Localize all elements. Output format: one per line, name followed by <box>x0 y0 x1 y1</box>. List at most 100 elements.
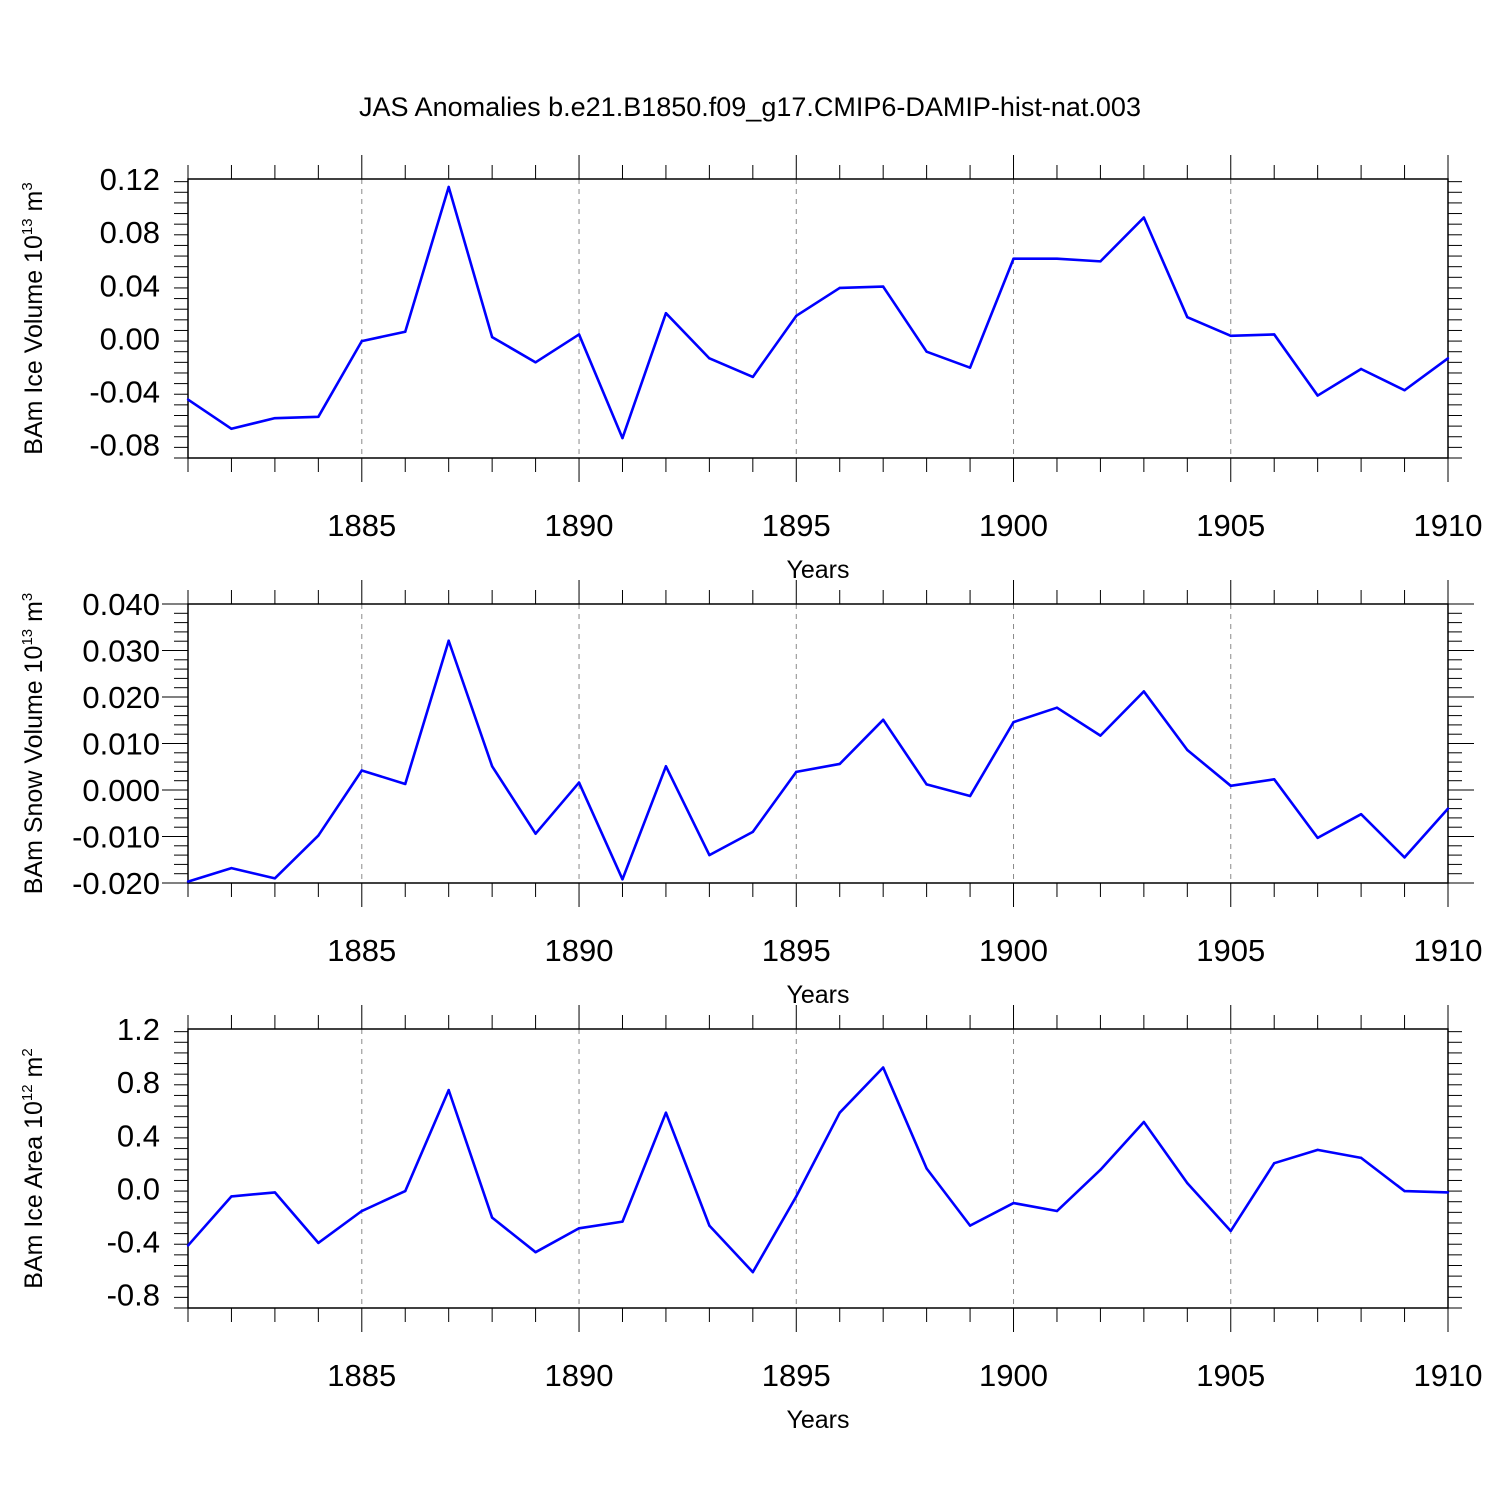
plot-frame <box>187 1028 1449 1309</box>
data-point-1883 <box>273 877 277 880</box>
x-tick-label: 1900 <box>979 1358 1048 1393</box>
data-point-1882 <box>230 427 233 430</box>
x-tick-label: 1905 <box>1196 933 1265 968</box>
x-tick-label: 1900 <box>979 508 1048 543</box>
data-point-1904 <box>1186 748 1189 752</box>
y-tick-label: 0.0 <box>117 1171 160 1206</box>
chart-panel-3: -0.8 -0.4 0.0 0.4 0.8 1.2 1885 1890 1895 1900 1905… <box>19 1005 1482 1434</box>
data-point-1903 <box>1142 690 1146 693</box>
y-tick-label: 0.8 <box>117 1065 160 1100</box>
data-point-1883 <box>273 1191 277 1194</box>
data-point-1906 <box>1273 1161 1276 1165</box>
data-point-1903 <box>1142 1120 1146 1124</box>
data-point-1886 <box>404 1189 407 1193</box>
data-point-1883 <box>273 416 277 420</box>
x-tick-label: 1910 <box>1414 933 1483 968</box>
data-point-1902 <box>1099 734 1102 737</box>
plot-frame <box>187 178 1449 459</box>
data-point-1901 <box>1055 257 1059 260</box>
data-point-1890 <box>577 333 581 336</box>
data-point-1892 <box>664 1111 668 1114</box>
data-point-1898 <box>925 783 928 786</box>
x-axis-label: Years <box>786 556 849 584</box>
data-point-1896 <box>838 286 841 290</box>
x-tick-label: 1905 <box>1196 508 1265 543</box>
y-tick-label: 0.020 <box>82 680 160 715</box>
data-point-1885 <box>360 769 363 772</box>
data-point-1896 <box>838 762 841 766</box>
data-point-1909 <box>1403 1189 1406 1193</box>
y-tick-label: 0.00 <box>100 321 160 356</box>
data-point-1891 <box>621 1220 624 1223</box>
data-point-1900 <box>1012 720 1015 724</box>
y-tick-label: -0.020 <box>72 866 160 901</box>
data-point-1907 <box>1316 1148 1319 1152</box>
data-point-1903 <box>1142 216 1146 219</box>
series-line <box>187 1066 1449 1274</box>
x-tick-label: 1885 <box>327 1358 396 1393</box>
data-point-1904 <box>1186 1181 1189 1185</box>
data-point-1889 <box>534 1251 537 1254</box>
data-point-1892 <box>664 765 668 768</box>
data-point-1882 <box>230 1195 233 1198</box>
x-tick-label: 1910 <box>1414 508 1483 543</box>
y-tick-label: 0.04 <box>100 268 160 303</box>
data-point-1899 <box>968 366 972 369</box>
data-point-1910 <box>1446 807 1450 810</box>
data-point-1893 <box>708 357 711 360</box>
series-line <box>187 185 1449 440</box>
data-point-1898 <box>925 350 928 353</box>
y-axis-label: BAm Ice Volume 1013 m3 <box>19 182 48 454</box>
data-point-1902 <box>1099 1168 1102 1172</box>
data-point-1887 <box>447 185 450 189</box>
x-tick-label: 1890 <box>545 933 614 968</box>
x-axis-label: Years <box>786 981 849 1009</box>
y-tick-label: -0.8 <box>107 1278 160 1313</box>
data-point-1901 <box>1055 706 1059 709</box>
data-point-1881 <box>186 880 190 883</box>
chart-title: JAS Anomalies b.e21.B1850.f09_g17.CMIP6-… <box>359 92 1141 122</box>
y-axis-label: BAm Ice Area 1012 m2 <box>19 1048 48 1288</box>
data-point-1882 <box>230 866 233 870</box>
data-point-1891 <box>621 878 624 881</box>
data-point-1908 <box>1359 367 1363 371</box>
x-tick-label: 1910 <box>1414 1358 1483 1393</box>
data-point-1895 <box>795 770 798 774</box>
x-tick-label: 1905 <box>1196 1358 1265 1393</box>
y-tick-label: 0.040 <box>82 587 160 622</box>
chart-panel-2: -0.020 -0.010 0.000 0.010 0.020 0.030 0.040 188… <box>19 580 1482 1009</box>
x-tick-label: 1890 <box>545 508 614 543</box>
data-point-1888 <box>490 1216 494 1219</box>
data-point-1910 <box>1446 357 1450 360</box>
data-point-1908 <box>1359 812 1363 816</box>
data-point-1909 <box>1403 856 1406 859</box>
data-point-1906 <box>1273 778 1276 781</box>
data-point-1881 <box>186 1244 190 1247</box>
data-point-1895 <box>795 314 798 318</box>
data-point-1905 <box>1229 1229 1232 1233</box>
data-point-1886 <box>404 782 407 786</box>
y-tick-label: -0.4 <box>107 1225 160 1260</box>
data-point-1899 <box>968 794 972 798</box>
data-point-1897 <box>881 285 885 288</box>
data-point-1905 <box>1229 334 1232 337</box>
x-tick-label: 1885 <box>327 508 396 543</box>
chart-panel-1: -0.08 -0.04 0.00 0.04 0.08 0.12 1885 1890 1895 19… <box>19 155 1482 584</box>
data-point-1897 <box>881 718 885 721</box>
data-point-1884 <box>317 415 320 419</box>
data-point-1907 <box>1316 394 1319 397</box>
data-point-1889 <box>534 832 537 835</box>
y-tick-label: 0.08 <box>100 215 160 250</box>
data-point-1896 <box>838 1111 841 1114</box>
data-point-1890 <box>577 781 581 784</box>
data-point-1893 <box>708 1224 711 1227</box>
data-point-1881 <box>186 398 190 401</box>
data-point-1885 <box>360 1209 363 1213</box>
y-tick-label: -0.08 <box>89 428 160 463</box>
data-point-1894 <box>751 375 755 379</box>
data-point-1884 <box>317 834 320 837</box>
data-point-1887 <box>447 1088 450 1092</box>
data-point-1893 <box>708 853 711 857</box>
